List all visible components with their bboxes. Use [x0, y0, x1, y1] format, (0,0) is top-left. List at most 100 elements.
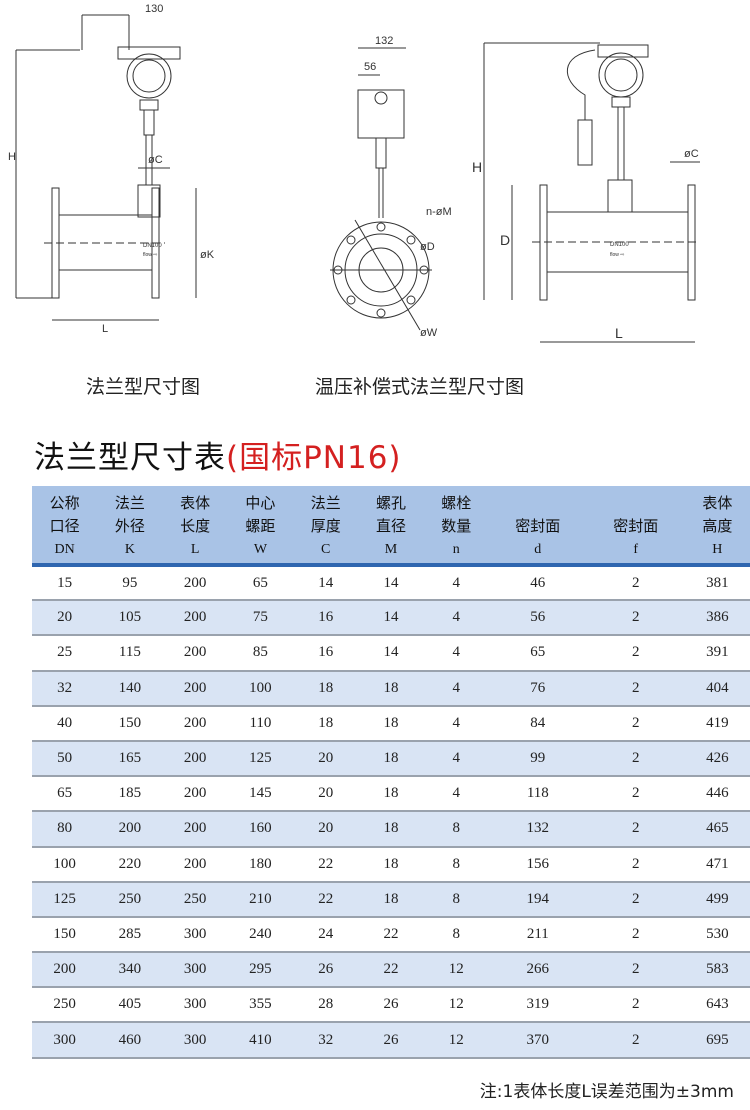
column-header-l2: 厚度 [310, 517, 341, 535]
table-cell: 100 [53, 855, 76, 872]
table-cell: 419 [706, 714, 729, 731]
table-cell: 200 [183, 855, 207, 872]
svg-text:øC: øC [684, 148, 699, 160]
table-cell: 410 [249, 1031, 272, 1048]
table-cell: 530 [706, 925, 729, 942]
table-cell: 460 [118, 1031, 142, 1048]
table-cell: 18 [383, 679, 399, 696]
table-cell: 20 [318, 820, 334, 837]
table-cell: 105 [118, 609, 142, 626]
column-header: 螺栓 数量 n [424, 486, 489, 565]
column-header: 螺孔 直径 M [358, 486, 423, 565]
table-cell: 20 [318, 785, 334, 802]
table-cell: 266 [526, 961, 550, 978]
svg-text:56: 56 [364, 61, 376, 73]
table-cell: 583 [706, 961, 729, 978]
column-header-l1 [489, 492, 587, 515]
table-cell: 28 [318, 996, 334, 1013]
table-row: 80 200 200 160 20 18 8 132 2 465 [32, 811, 750, 847]
table-cell: 115 [118, 644, 141, 661]
table-cell: 8 [452, 855, 460, 872]
table-cell: 250 [53, 996, 76, 1013]
table-cell: 211 [526, 925, 549, 942]
table-cell: 12 [448, 961, 464, 978]
table-cell: 185 [118, 785, 142, 802]
table-cell: 4 [452, 714, 460, 731]
table-cell: 2 [631, 855, 640, 872]
table-cell: 125 [53, 890, 76, 907]
table-cell: 300 [183, 925, 207, 942]
column-header-sym: K [124, 542, 135, 557]
table-cell: 40 [57, 714, 73, 731]
column-header-sym: M [384, 542, 398, 557]
svg-text:øD: øD [420, 241, 435, 253]
svg-text:L: L [102, 323, 108, 335]
svg-text:flow ⇨: flow ⇨ [143, 252, 157, 258]
table-row: 250 405 300 355 28 26 12 319 2 643 [32, 987, 750, 1023]
column-header-l1: 表体 [702, 494, 733, 512]
table-cell: 18 [383, 785, 399, 802]
table-cell: 285 [118, 925, 142, 942]
table-cell: 4 [452, 679, 460, 696]
table-cell: 2 [631, 820, 640, 837]
table-title-main: 法兰型尺寸表 [34, 440, 226, 476]
table-cell: 18 [383, 714, 399, 731]
column-header-l2: 外径 [114, 517, 145, 535]
table-cell: 391 [706, 644, 729, 661]
table-cell: 4 [452, 785, 460, 802]
table-cell: 26 [318, 961, 334, 978]
table-cell: 2 [631, 996, 640, 1013]
table-row: 25 115 200 85 16 14 4 65 2 391 [32, 635, 750, 671]
table-cell: 118 [526, 785, 549, 802]
table-cell: 200 [53, 961, 76, 978]
table-cell: 446 [706, 785, 729, 802]
table-cell: 165 [118, 750, 142, 767]
table-cell: 132 [526, 820, 550, 837]
table-cell: 2 [631, 714, 640, 731]
column-header-sym: H [712, 542, 723, 557]
column-header-sym: DN [54, 542, 75, 557]
svg-text:H: H [8, 151, 16, 163]
footnote: 注:1表体长度L误差范围为±3mm [479, 1082, 734, 1102]
table-cell: 2 [631, 750, 640, 767]
table-cell: 12 [448, 1031, 464, 1048]
column-header-sym: C [321, 542, 331, 557]
svg-text:DN100: DN100 [610, 242, 629, 248]
table-cell: 22 [383, 961, 399, 978]
table-cell: 22 [318, 855, 334, 872]
column-header: 中心 螺距 W [228, 486, 293, 565]
table-cell: 99 [530, 750, 546, 767]
flange-drawing-caption: 法兰型尺寸图 [86, 376, 201, 398]
table-cell: 4 [452, 644, 460, 661]
table-cell: 200 [183, 644, 207, 661]
table-cell: 65 [252, 574, 268, 591]
column-header: 法兰厚度 C [293, 486, 358, 565]
table-cell: 250 [118, 890, 142, 907]
table-cell: 471 [706, 855, 729, 872]
table-cell: 2 [631, 574, 640, 591]
table-cell: 14 [383, 644, 399, 661]
column-header-l1 [587, 492, 685, 515]
table-cell: 4 [452, 574, 460, 591]
table-row: 200 340 300 295 26 22 12 266 2 583 [32, 952, 750, 988]
table-cell: 80 [57, 820, 73, 837]
table-cell: 2 [631, 961, 640, 978]
column-header-l2: 长度 [180, 517, 211, 535]
table-cell: 200 [183, 714, 207, 731]
table-cell: 18 [383, 750, 399, 767]
table-cell: 18 [383, 855, 399, 872]
table-cell: 145 [249, 785, 272, 802]
column-header-l1: 法兰 [310, 494, 341, 512]
column-header: 密封面 d [489, 486, 587, 565]
table-header-row: 公称 口径 DN 法兰 外径 K 表体 长度 L 中心 螺距 W 法兰 厚度 C 螺孔 直径 M 螺栓 数量 n 密封面… [32, 486, 750, 565]
table-cell: 18 [318, 714, 334, 731]
table-cell: 50 [57, 750, 73, 767]
table-cell: 250 [183, 890, 207, 907]
table-cell: 8 [452, 890, 460, 907]
table-title: 法兰型尺寸表(国标PN16) [34, 432, 402, 477]
svg-text:n-øM: n-øM [426, 206, 452, 218]
table-cell: 643 [706, 996, 729, 1013]
table-cell: 194 [526, 890, 550, 907]
column-header: 表体 长度 L [163, 486, 228, 565]
table-row: 65 185 200 145 20 18 4 118 2 446 [32, 776, 750, 812]
